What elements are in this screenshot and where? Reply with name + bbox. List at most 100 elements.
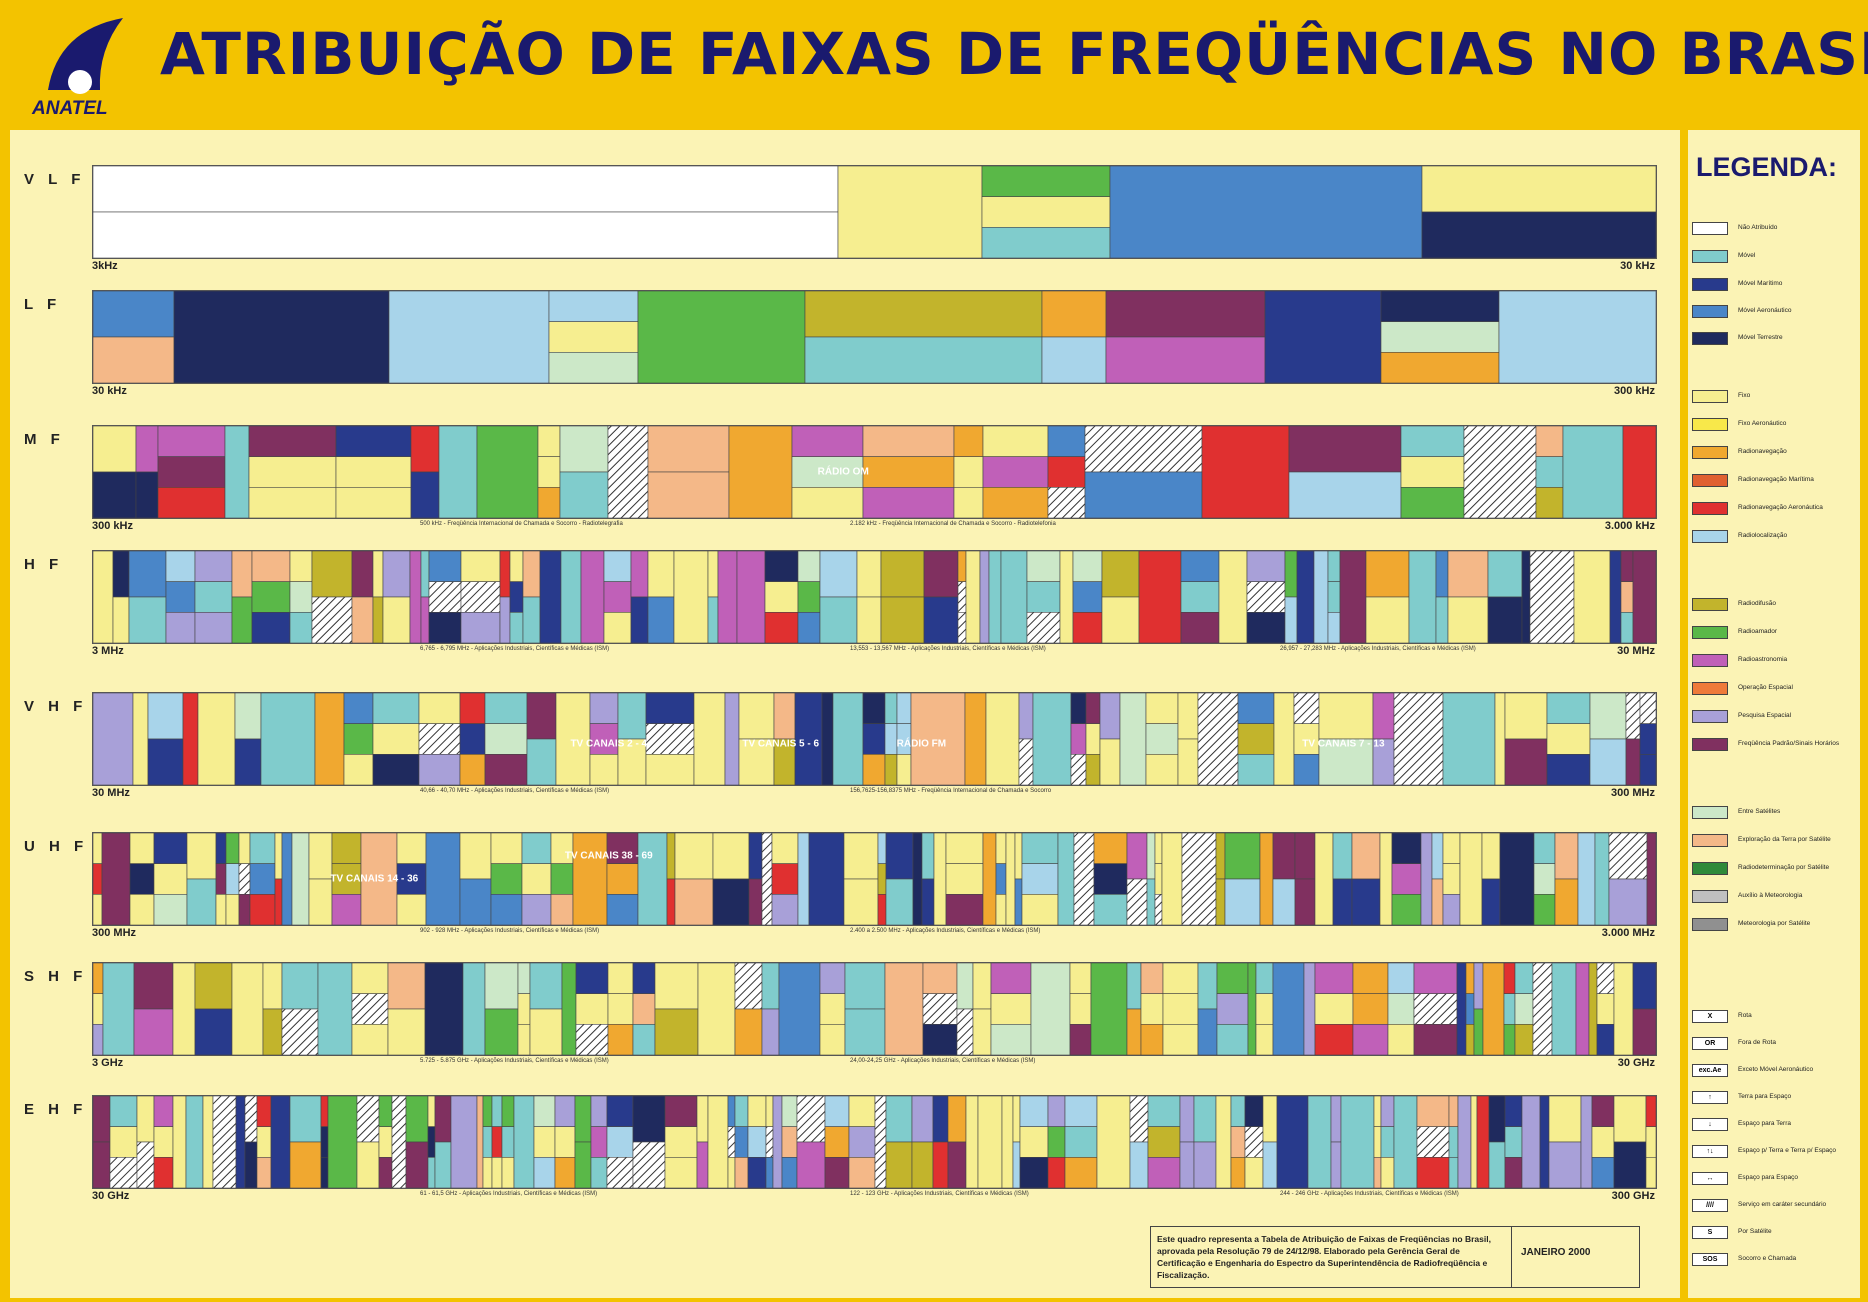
allocation-block [256,1126,272,1158]
allocation-block [956,963,974,1010]
allocation-block [606,1157,634,1188]
allocation-block [707,1096,729,1188]
ism-note: 13,553 - 13,567 MHz - Aplicações Industr… [850,646,1046,652]
allocation-block [360,833,398,925]
allocation-block [501,1096,515,1127]
allocation-block [281,963,319,1010]
allocation-block [1504,1096,1523,1127]
allocation-block [1562,426,1624,518]
allocation-block [459,878,492,925]
allocation-block [427,1126,436,1158]
allocation-block [647,471,730,518]
allocation-block [1431,833,1444,880]
allocation-block [1162,993,1199,1025]
allocation-block [781,1096,798,1127]
allocation-block [977,1096,1003,1188]
allocation-block [554,1126,576,1158]
allocation-block [1230,1096,1246,1127]
allocation-block [1318,693,1374,740]
allocation-block [819,963,846,994]
allocation-block [424,963,464,1055]
allocation-block [1230,1157,1246,1188]
legend-item: Fixo [1692,390,1860,404]
allocation-block [647,551,675,598]
allocation-block [910,693,966,785]
allocation-block [911,1096,934,1143]
allocation-block [590,1157,608,1188]
legend-symbol-item: SOS Socorro e Chamada [1692,1253,1860,1267]
allocation-block [1096,1096,1131,1188]
allocation-block [957,551,967,582]
allocation-block [1533,894,1556,925]
allocation-block [1393,693,1444,785]
allocation-block [947,1096,967,1143]
allocation-block [1197,693,1239,785]
legend-swatch [1692,332,1728,345]
allocation-block [761,833,773,925]
allocation-block [1442,833,1461,864]
allocation-block [995,833,1007,864]
ism-note: 902 - 928 MHz - Aplicações Industriais, … [420,928,600,934]
allocation-block [291,833,310,925]
legend-item: Meteorologia por Satélite [1692,918,1860,932]
allocation-block [153,894,188,925]
page-title: ATRIBUIÇÃO DE FAIXAS DE FREQÜÊNCIAS NO B… [160,20,1868,88]
legend-item: Radionavegação [1692,446,1860,460]
allocation-block [1247,963,1257,1055]
allocation-block [1613,963,1634,1055]
allocation-block [765,1157,774,1188]
allocation-block [1215,878,1226,925]
allocation-block [93,426,137,473]
allocation-block [1070,693,1087,724]
allocation-block [93,1024,104,1055]
allocation-block [1521,551,1531,643]
allocation-block [1293,693,1320,724]
ism-note: 26,957 - 27,283 MHz - Aplicações Industr… [1280,646,1476,652]
allocation-block [1447,596,1489,643]
allocation-block [1070,754,1087,785]
allocation-block [603,612,632,643]
allocation-block [308,833,333,880]
allocation-block [202,1096,214,1188]
allocation-block [157,426,226,457]
allocation-block [985,693,1020,785]
allocation-block [420,596,430,643]
allocation-block [1327,612,1341,643]
allocation-block [1476,1096,1490,1188]
allocation-block [335,426,412,457]
legend-symbol-item: //// Serviço em caráter secundário [1692,1199,1860,1213]
allocation-block [734,1008,763,1055]
allocation-block [947,1141,967,1188]
allocation-block [884,963,924,1055]
allocation-block [824,1157,850,1188]
allocation-block [1073,833,1095,925]
allocation-block [765,1096,774,1127]
allocation-block [632,1096,666,1143]
allocation-block [1400,426,1465,457]
allocation-block [550,863,574,895]
allocation-block [1273,693,1295,785]
allocation-block [1473,1008,1484,1055]
band-low-freq: 3 MHz [92,645,124,657]
allocation-block [378,1157,393,1188]
allocation-block [1154,833,1163,864]
allocation-block [1064,1157,1098,1188]
allocation-block [559,471,609,518]
allocation-block [1448,1126,1459,1158]
allocation-block [215,833,227,864]
allocation-block [712,833,750,880]
band-low-freq: 300 kHz [92,520,133,532]
allocation-block [1244,1157,1264,1188]
allocation-block [1596,963,1615,994]
allocation-block [194,963,233,1010]
allocation-block [1180,581,1220,613]
legend-label: Radionavegação [1738,448,1787,455]
allocation-block [1632,551,1656,643]
allocation-block [791,456,864,488]
allocation-block [1197,1008,1218,1055]
allocation-block [537,456,561,488]
allocation-block [1488,1141,1506,1188]
allocation-block [1498,291,1656,383]
allocation-block [172,1096,187,1188]
allocation-block [734,1096,749,1127]
